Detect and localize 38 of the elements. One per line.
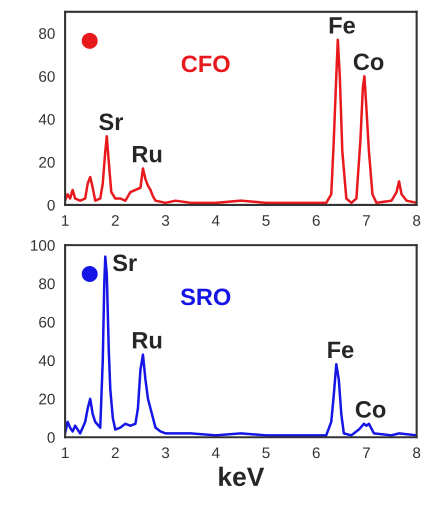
annotation: Sr xyxy=(112,254,137,272)
x-tick-label: 5 xyxy=(262,215,270,226)
y-tick-label: 60 xyxy=(39,316,55,328)
y-tick-label: 40 xyxy=(38,355,55,366)
x-tick-label: 2 xyxy=(112,215,119,226)
x-tick-label: 6 xyxy=(312,447,320,458)
x-axis-title: keV xyxy=(219,466,264,486)
x-tick-label: 4 xyxy=(212,215,220,226)
y-tick-label: 40 xyxy=(38,114,55,125)
x-tick-label: 5 xyxy=(262,448,270,458)
y-tick-label: 100 xyxy=(31,240,55,251)
x-tick-label: 8 xyxy=(413,215,420,226)
text: SRO xyxy=(180,288,230,306)
y-tick-label: 0 xyxy=(47,432,55,443)
annotation: Fe xyxy=(330,17,355,34)
x-tick-label: 1 xyxy=(62,215,69,226)
text: CFO xyxy=(182,56,230,72)
y-tick-label: 0 xyxy=(47,200,55,211)
x-tick-label: 2 xyxy=(112,447,119,458)
annotation: Co xyxy=(354,53,384,70)
x-tick-label: 4 xyxy=(212,448,220,458)
x-tick-label: 3 xyxy=(162,215,170,226)
annotation: Sr xyxy=(99,114,124,130)
x-tick-label: 3 xyxy=(162,447,170,458)
x-tick-label: 8 xyxy=(413,447,420,458)
annotation: Co xyxy=(356,401,386,418)
x-tick-label: 6 xyxy=(312,215,320,226)
y-tick-label: 20 xyxy=(39,394,55,404)
annotation: Ru xyxy=(132,146,162,162)
annotation: Fe xyxy=(328,342,354,358)
y-tick-label: 80 xyxy=(39,278,55,290)
annotation: Ru xyxy=(132,332,162,349)
y-tick-label: 80 xyxy=(39,28,55,39)
x-tick-label: 1 xyxy=(62,448,69,458)
x-tick-label: 7 xyxy=(362,215,370,226)
y-tick-label: 60 xyxy=(39,71,55,82)
x-tick-label: 7 xyxy=(362,448,370,458)
y-tick-label: 20 xyxy=(39,156,55,168)
